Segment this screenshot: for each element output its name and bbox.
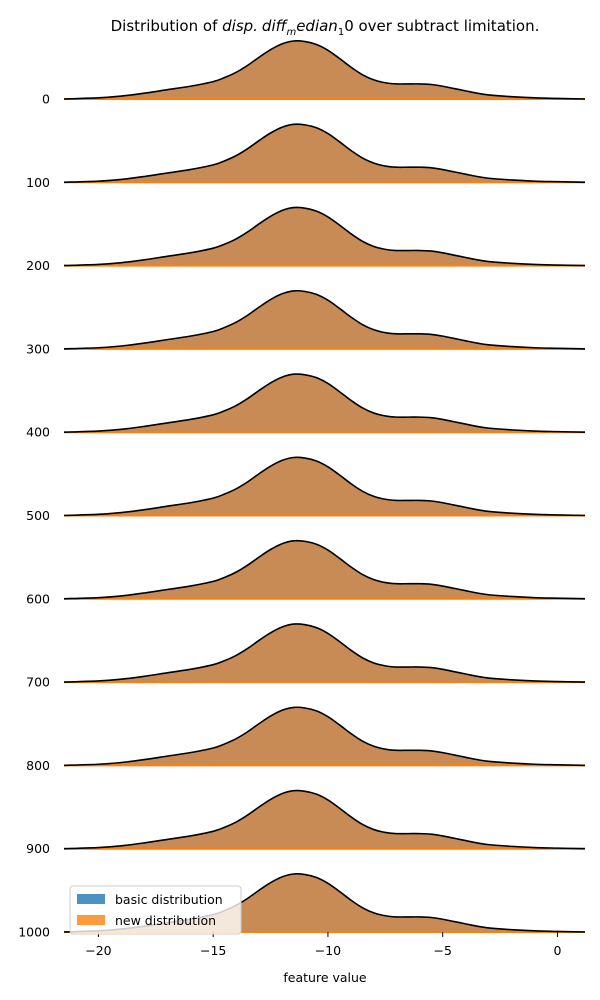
row-label-group: 0 100 200 300 400 500 600 700 800 900 1000 xyxy=(18,92,50,940)
ridge-900 xyxy=(63,789,586,850)
row-label: 0 xyxy=(42,92,50,107)
ridge-area xyxy=(64,790,585,849)
ridge-500 xyxy=(63,456,586,517)
ridge-area xyxy=(64,540,585,599)
x-axis: −20 −15 −10 −5 0 xyxy=(85,932,561,958)
x-tick-label: −5 xyxy=(433,943,451,958)
ridge-outline xyxy=(63,623,586,683)
legend-label-basic: basic distribution xyxy=(115,892,223,907)
row-label: 100 xyxy=(26,175,50,190)
row-label: 800 xyxy=(26,758,50,773)
ridge-area xyxy=(64,290,585,349)
ridge-800 xyxy=(63,706,586,767)
ridge-200 xyxy=(63,206,586,267)
row-label: 300 xyxy=(26,341,50,356)
x-tick-label: −10 xyxy=(315,943,341,958)
row-label: 700 xyxy=(26,675,50,690)
ridge-600 xyxy=(63,539,586,600)
ridge-outline xyxy=(63,40,586,100)
legend-frame xyxy=(69,885,242,935)
ridge-outline xyxy=(63,123,586,184)
row-label: 600 xyxy=(26,591,50,606)
ridge-area xyxy=(64,124,585,183)
legend-swatch-basic xyxy=(77,894,105,904)
ridge-area xyxy=(64,457,585,516)
ridge-area xyxy=(64,374,585,433)
chart-title: Distribution of disp. diffmedian10 over s… xyxy=(111,17,540,38)
row-label: 200 xyxy=(26,258,50,273)
ridge-400 xyxy=(63,373,586,434)
ridge-outline xyxy=(63,539,586,600)
legend-swatch-new xyxy=(77,915,105,925)
ridge-area xyxy=(64,707,585,766)
x-tick-label: −15 xyxy=(200,943,226,958)
ridge-300 xyxy=(63,289,586,350)
ridge-0 xyxy=(63,40,586,100)
row-label: 400 xyxy=(26,425,50,440)
ridge-100 xyxy=(63,123,586,184)
x-axis-label: feature value xyxy=(283,970,367,985)
legend: basic distribution new distribution xyxy=(69,885,242,935)
x-tick-label: −20 xyxy=(85,943,111,958)
ridge-700 xyxy=(63,623,586,684)
ridge-area xyxy=(64,623,585,683)
ridge-outline xyxy=(63,456,586,517)
x-tick-label: 0 xyxy=(553,943,561,958)
ridge-area xyxy=(64,40,585,99)
ridge-area xyxy=(64,207,585,266)
row-label: 900 xyxy=(26,841,50,856)
ridge-group xyxy=(63,40,586,933)
ridge-outline xyxy=(63,206,586,267)
ridge-outline xyxy=(63,289,586,350)
ridge-outline xyxy=(63,706,586,767)
row-label: 500 xyxy=(26,508,50,523)
legend-label-new: new distribution xyxy=(115,913,216,928)
row-label: 1000 xyxy=(18,925,50,940)
ridge-outline xyxy=(63,789,586,850)
ridge-outline xyxy=(63,373,586,433)
ridge-area xyxy=(64,873,585,932)
